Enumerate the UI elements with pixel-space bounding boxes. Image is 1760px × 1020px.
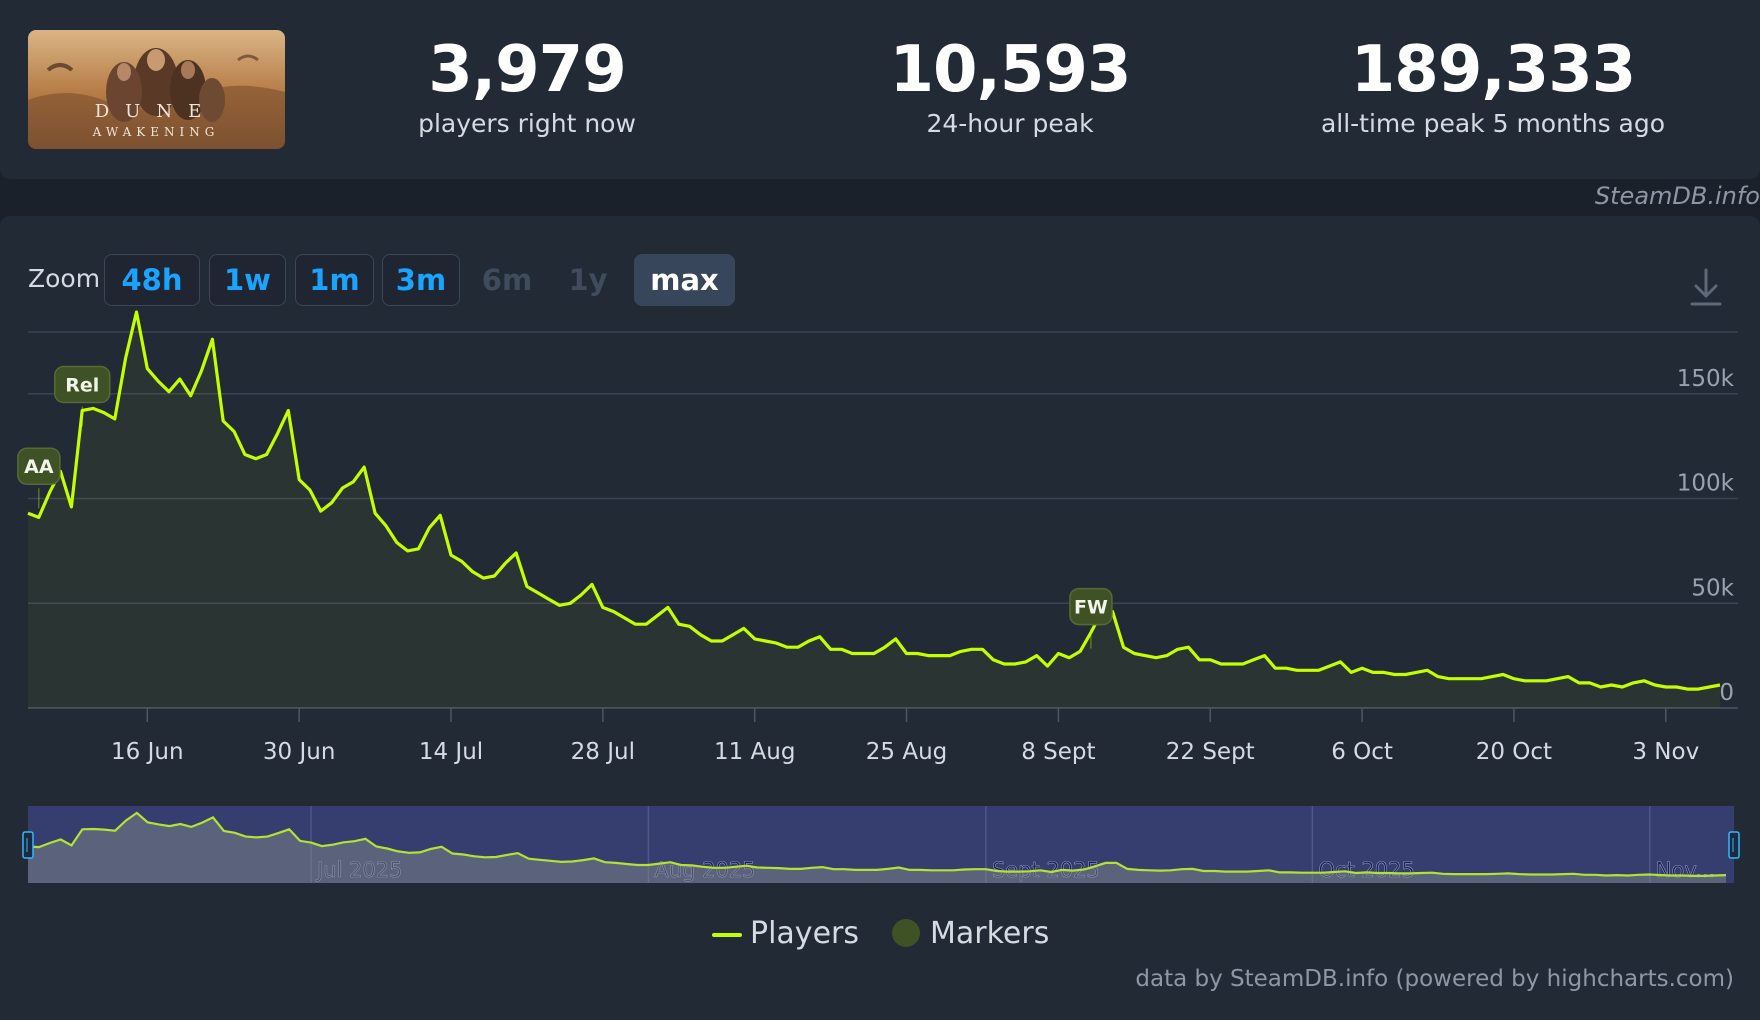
current-players-value: 3,979 — [428, 33, 626, 107]
x-tick-label: 8 Sept — [1021, 739, 1095, 765]
marker-label: Rel — [65, 375, 99, 397]
zoom-48h-button[interactable]: 48h — [104, 254, 200, 306]
x-tick-label: 11 Aug — [714, 739, 796, 765]
zoom-3m-button[interactable]: 3m — [382, 254, 460, 306]
marker-badge — [17, 447, 61, 485]
game-cover-image[interactable]: DUNE AWAKENING — [28, 30, 285, 149]
stat-all-time-peak: 189,333 all-time peak 5 months ago — [1293, 34, 1693, 140]
y-tick-label: 150k — [1677, 366, 1735, 392]
players-series-line[interactable] — [27, 310, 1721, 691]
players-area — [28, 312, 1720, 708]
legend-item-markers[interactable]: Markers — [892, 916, 1049, 951]
zoom-label: Zoom — [28, 264, 101, 293]
x-tick-label: 30 Jun — [263, 739, 336, 765]
zoom-6m-button: 6m — [481, 263, 533, 297]
x-tick-label: 6 Oct — [1331, 739, 1393, 765]
players-legend-line-icon — [712, 932, 742, 937]
stat-24h-peak: 10,593 24-hour peak — [860, 34, 1160, 140]
cover-title-text: DUNE — [95, 101, 218, 122]
x-tick-label: 22 Sept — [1166, 739, 1255, 765]
zoom-1m-button[interactable]: 1m — [295, 254, 374, 306]
y-tick-label: 100k — [1677, 471, 1735, 497]
current-players-label: players right now — [418, 109, 636, 138]
zoom-1y-button: 1y — [568, 263, 608, 297]
handle-body — [22, 831, 34, 859]
marker-badge — [53, 365, 111, 404]
stats-header: DUNE AWAKENING 3,979 players right now 1… — [0, 0, 1760, 179]
navigator-month-label: Jul 2025 — [315, 858, 402, 882]
chart-credits[interactable]: data by SteamDB.info (powered by highcha… — [1135, 966, 1734, 992]
x-tick-label: 16 Jun — [111, 739, 184, 765]
download-icon[interactable] — [1688, 266, 1724, 308]
marker-label: FW — [1074, 597, 1108, 619]
player-count-chart: 0 50k 100k 150k 16 Jun 30 Jun 14 Jul 28 Jul 11 … — [17, 310, 1740, 883]
navigator-right-handle[interactable] — [1728, 831, 1740, 859]
marker-label: AA — [24, 456, 54, 478]
event-marker[interactable]: Rel — [53, 365, 111, 427]
all-time-peak-label: all-time peak 5 months ago — [1320, 109, 1666, 138]
navigator-area — [28, 812, 1726, 883]
zoom-1w-button[interactable]: 1w — [209, 254, 286, 306]
legend-players-label: Players — [750, 916, 859, 951]
all-time-peak-value: 189,333 — [1350, 33, 1637, 107]
stat-current-players: 3,979 players right now — [377, 34, 677, 140]
peak-24h-label: 24-hour peak — [926, 109, 1094, 138]
x-tick-label: 28 Jul — [571, 739, 635, 765]
x-tick-label: 14 Jul — [419, 739, 483, 765]
legend-item-players[interactable]: Players — [712, 916, 859, 951]
watermark-link[interactable]: SteamDB.info — [1594, 182, 1760, 210]
event-marker[interactable]: AA — [17, 447, 61, 509]
y-tick-label: 0 — [1719, 680, 1734, 706]
navigator-left-handle[interactable] — [22, 831, 34, 859]
marker-badge — [1069, 587, 1113, 626]
cover-subtitle-text: AWAKENING — [92, 125, 220, 139]
x-tick-label: 3 Nov — [1632, 739, 1699, 765]
zoom-max-button[interactable]: max — [634, 254, 735, 306]
handle-body — [1728, 831, 1740, 859]
chart-card — [0, 216, 1760, 1020]
x-tick-label: 20 Oct — [1476, 739, 1552, 765]
navigator-series-line — [27, 811, 1727, 877]
x-tick-label: 25 Aug — [866, 739, 948, 765]
event-marker[interactable]: FW — [1069, 587, 1113, 649]
markers-legend-circle-icon — [892, 919, 920, 947]
navigator-month-label: Nov... — [1656, 858, 1715, 882]
navigator-month-label: Oct 2025 — [1318, 858, 1414, 882]
peak-24h-value: 10,593 — [889, 33, 1132, 107]
legend-markers-label: Markers — [930, 916, 1050, 951]
y-tick-label: 50k — [1691, 575, 1734, 601]
